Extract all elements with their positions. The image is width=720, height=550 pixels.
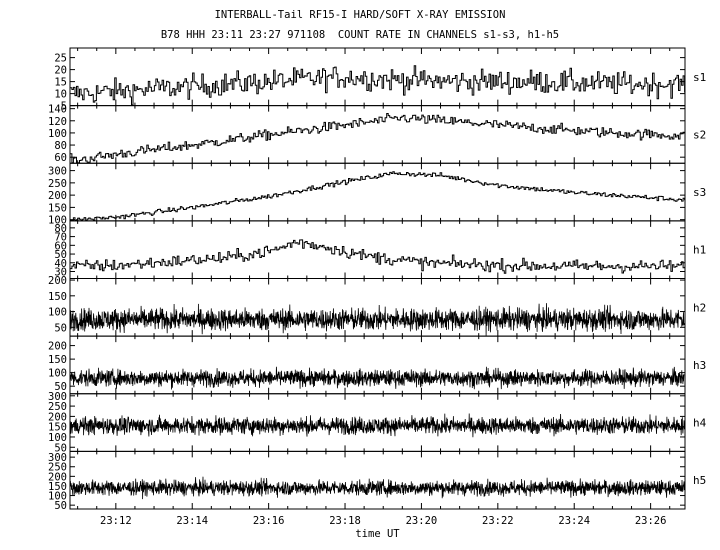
- series-label-s1: s1: [693, 71, 706, 84]
- y-tick-label-s1: 20: [54, 65, 67, 77]
- y-tick-label-s3: 250: [48, 178, 67, 190]
- x-tick-label: 23:24: [558, 515, 590, 527]
- y-tick-label-h1: 60: [54, 240, 67, 252]
- panel-frame-s2: [69, 105, 686, 164]
- x-tick-label: 23:18: [329, 515, 361, 527]
- y-tick-label-s1: 5: [61, 101, 67, 113]
- y-tick-label-h5: 300: [48, 452, 67, 464]
- panel-frame-h5: [69, 450, 686, 510]
- series-line-s2: [70, 113, 686, 164]
- y-tick-label-h1: 80: [54, 223, 67, 235]
- series-line-h2: [70, 303, 685, 336]
- y-tick-label-h2: 100: [48, 307, 67, 319]
- series-label-h3: h3: [693, 359, 706, 372]
- x-tick-label: 23:22: [482, 515, 514, 527]
- y-tick-label-h3: 200: [48, 341, 67, 353]
- panel-frame-h3: [69, 335, 686, 395]
- series-line-h4: [70, 413, 685, 438]
- y-tick-label-h4: 100: [48, 432, 67, 444]
- y-tick-label-h4: 300: [48, 391, 67, 403]
- y-tick-label-h4: 150: [48, 422, 67, 434]
- series-label-h5: h5: [693, 474, 706, 487]
- y-tick-label-s1: 25: [54, 53, 67, 65]
- y-tick-label-h4: 200: [48, 411, 67, 423]
- chart-title: INTERBALL-Tail RF15-I HARD/SOFT X-RAY EM…: [214, 9, 506, 21]
- y-tick-label-h5: 100: [48, 491, 67, 503]
- y-tick-label-h5: 200: [48, 471, 67, 483]
- y-tick-label-s3: 150: [48, 202, 67, 214]
- series-label-h1: h1: [693, 244, 706, 257]
- y-tick-label-h2: 50: [54, 322, 67, 334]
- y-tick-label-s1: 15: [54, 77, 67, 89]
- series-label-s2: s2: [693, 128, 706, 141]
- y-tick-label-s2: 80: [54, 140, 67, 152]
- x-axis-label: time UT: [355, 528, 400, 540]
- y-tick-label-h4: 50: [54, 442, 67, 454]
- chart-subtitle: B78 HHH 23:11 23:27 971108 COUNT RATE IN…: [160, 29, 560, 41]
- y-tick-label-h2: 150: [48, 291, 67, 303]
- y-tick-label-s2: 60: [54, 152, 67, 164]
- series-line-h5: [70, 476, 685, 500]
- x-tick-label: 23:14: [176, 515, 208, 527]
- y-tick-label-s2: 100: [48, 128, 67, 140]
- y-tick-label-s1: 10: [54, 89, 67, 101]
- y-tick-label-h1: 50: [54, 249, 67, 261]
- y-tick-label-h2: 200: [48, 275, 67, 287]
- y-tick-label-h3: 50: [54, 381, 67, 393]
- panel-frame-h4: [69, 393, 686, 452]
- y-tick-label-h4: 250: [48, 401, 67, 413]
- y-tick-label-h1: 40: [54, 258, 67, 270]
- y-tick-label-h5: 50: [54, 500, 67, 512]
- y-tick-label-h3: 150: [48, 354, 67, 366]
- y-tick-label-h1: 30: [54, 267, 67, 279]
- y-tick-label-s3: 100: [48, 215, 67, 227]
- series-line-s1: [70, 65, 686, 106]
- series-line-s3: [70, 171, 686, 221]
- x-tick-label: 23:20: [406, 515, 438, 527]
- y-tick-label-s2: 120: [48, 116, 67, 128]
- series-line-h1: [70, 239, 686, 274]
- y-tick-label-h1: 70: [54, 232, 67, 244]
- y-tick-label-h3: 100: [48, 368, 67, 380]
- y-tick-label-s3: 200: [48, 190, 67, 202]
- series-label-s3: s3: [693, 186, 706, 199]
- x-tick-label: 23:12: [100, 515, 132, 527]
- x-tick-label: 23:26: [635, 515, 667, 527]
- series-label-h4: h4: [693, 417, 707, 430]
- series-line-h3: [70, 366, 685, 390]
- y-tick-label-s2: 140: [48, 104, 67, 116]
- series-label-h2: h2: [693, 301, 706, 314]
- panel-frame-h1: [69, 220, 686, 279]
- y-tick-label-h5: 150: [48, 481, 67, 493]
- y-tick-label-s3: 300: [48, 166, 67, 178]
- y-tick-label-h5: 250: [48, 462, 67, 474]
- x-tick-label: 23:16: [253, 515, 285, 527]
